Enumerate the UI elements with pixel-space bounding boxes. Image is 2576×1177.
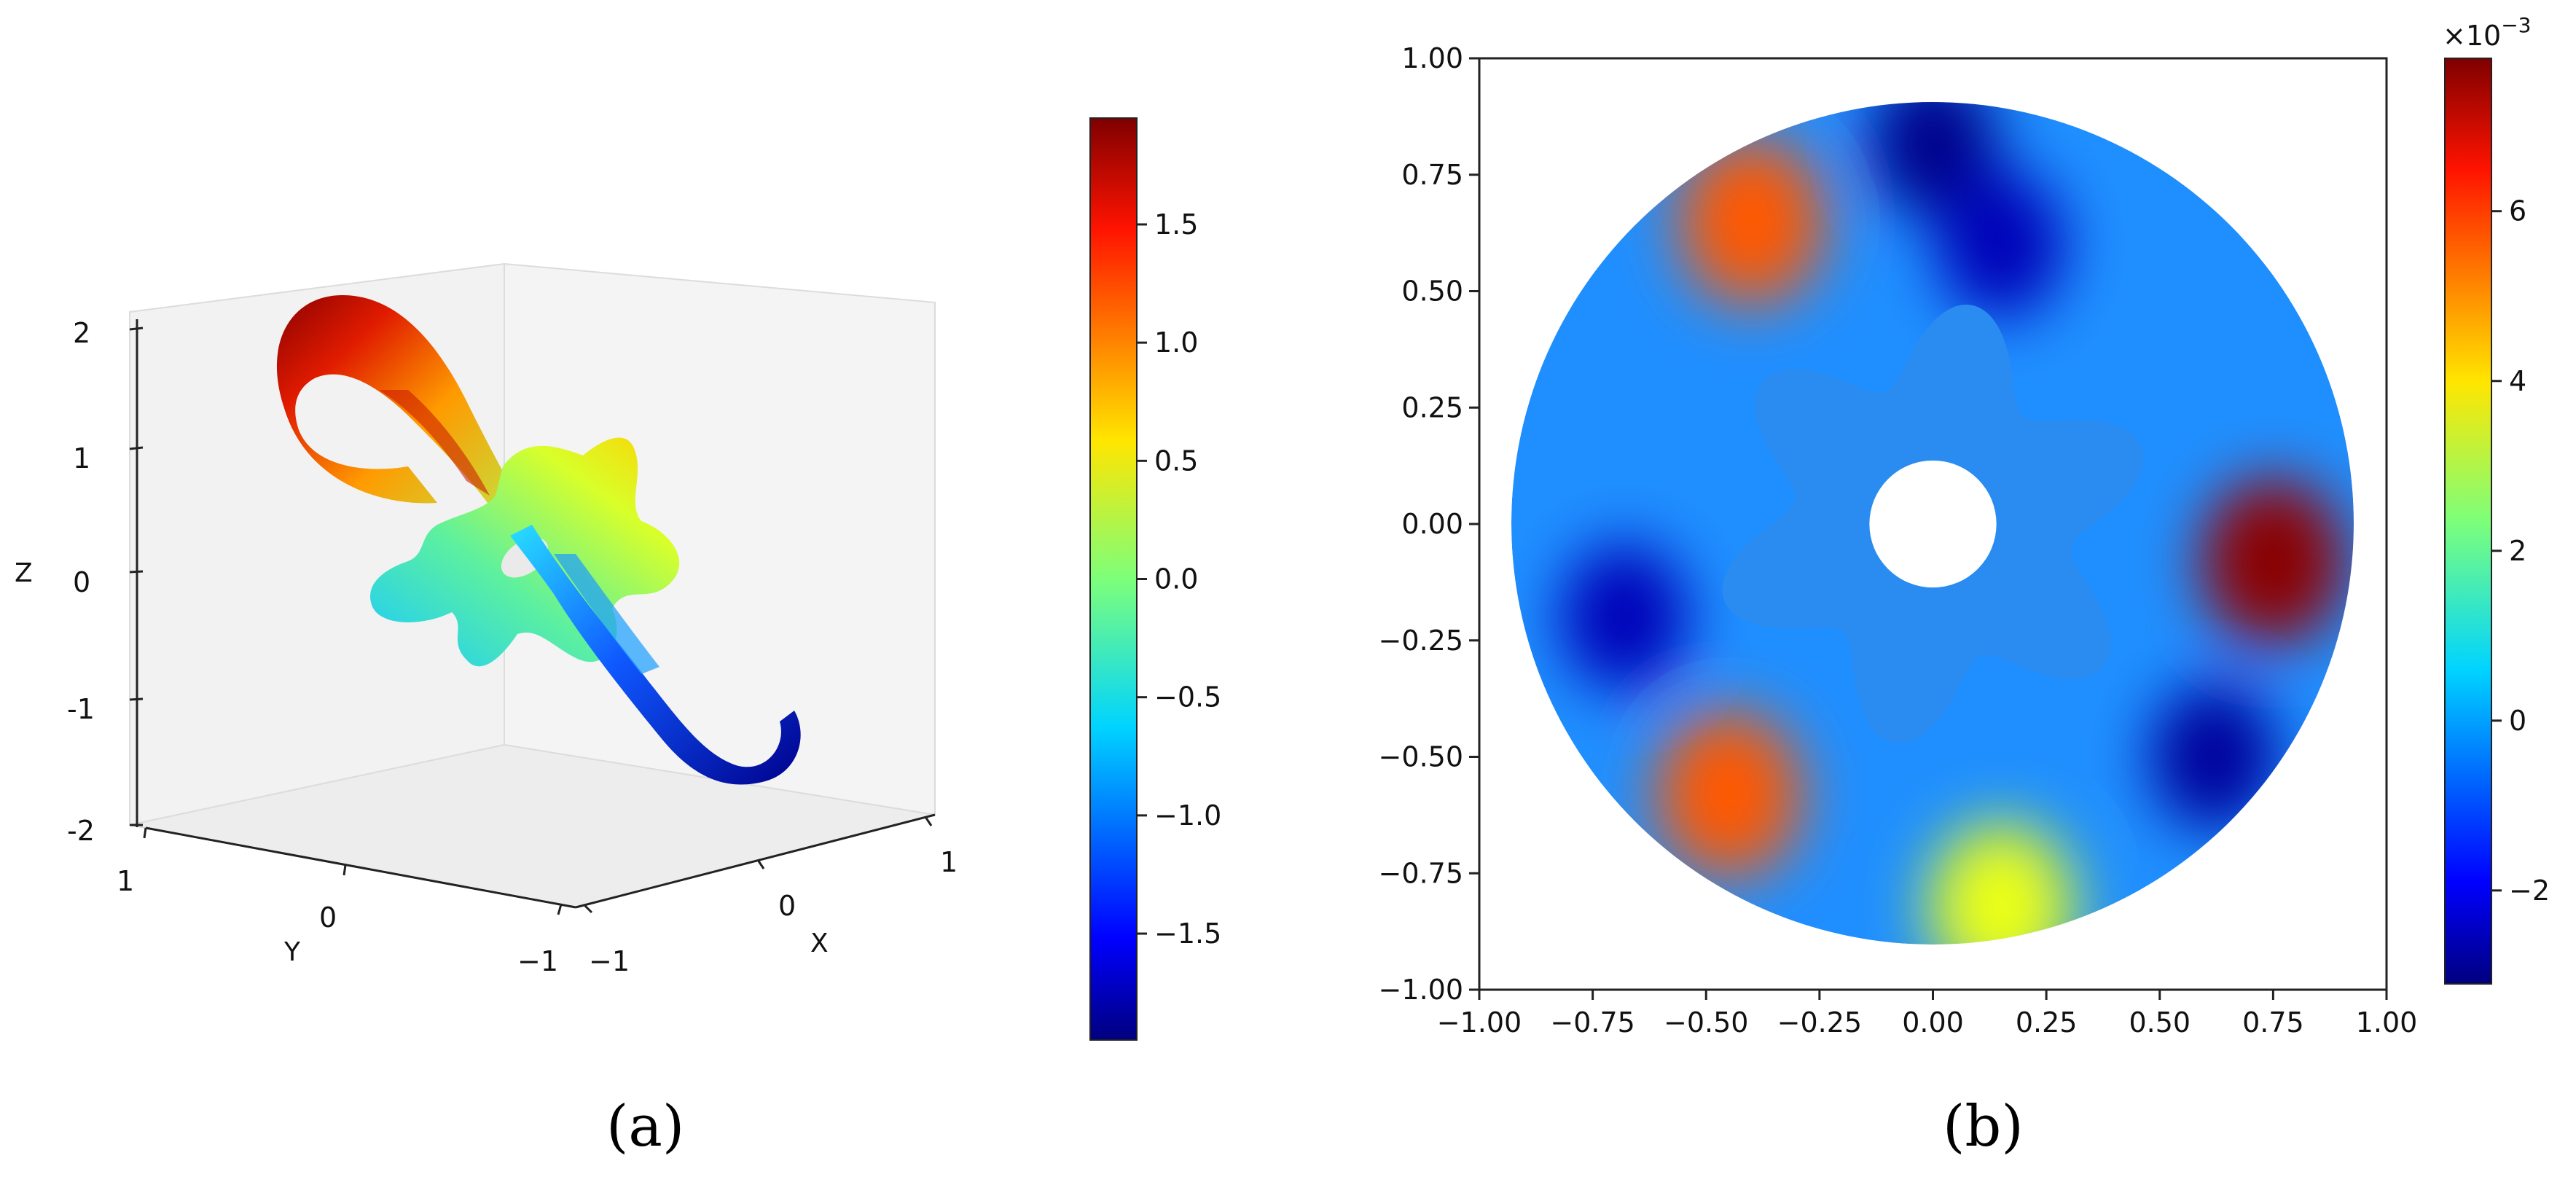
y-ticks [143, 827, 563, 915]
z-ticks [129, 326, 144, 826]
hotspot [1937, 171, 2065, 318]
colorbar-a-ticks: 1.5 1.0 0.5 0.0 −0.5 −1.0 −1.5 [1137, 208, 1221, 950]
x-tick-label-b: 0.25 [2016, 1006, 2078, 1039]
caption-a: (a) [606, 1094, 684, 1160]
colorbar-b-tick-label: 2 [2509, 535, 2526, 567]
hotspot-core [2236, 510, 2310, 612]
x-tick-label-b: 0.75 [2242, 1006, 2304, 1039]
colorbar-a-tick-label: −1.5 [1154, 918, 1221, 950]
y-tick-label-b: 0.50 [1401, 275, 1463, 308]
x-tick-label: −1 [589, 945, 630, 977]
y-tick-label-b: 0.00 [1401, 508, 1463, 540]
z-tick-label: 2 [73, 317, 90, 349]
z-tick-label: 0 [73, 566, 90, 598]
colorbar-a-tick-label: −0.5 [1154, 681, 1221, 713]
colorbar-b-tick-label: 6 [2509, 195, 2526, 227]
z-tick-label: -2 [67, 815, 95, 847]
x-axis-label: X [810, 928, 829, 958]
y-axis-label: Y [283, 937, 301, 967]
y-tick-label-b: −0.25 [1379, 625, 1463, 657]
surface-upper-inner-fold [379, 390, 490, 496]
y-tick-label-b: −0.75 [1379, 857, 1463, 889]
inner-hole [1869, 460, 1997, 588]
colorbar-b-tick-label: 4 [2509, 365, 2526, 397]
z-tick-label: 1 [73, 442, 90, 474]
hotspot [2150, 684, 2278, 830]
surface-lower-ribbon [510, 525, 801, 785]
z-tick-label: -1 [67, 693, 95, 725]
colorbar-a-tick-label: 1.5 [1154, 208, 1198, 241]
y-tick-label: 0 [319, 902, 337, 934]
colorbar-b-tick-label: 0 [2509, 705, 2526, 737]
x-tick-label-b: 1.00 [2356, 1006, 2418, 1039]
x-tick-label-b: 0.00 [1902, 1006, 1964, 1039]
y-tick-label-b: −0.50 [1379, 741, 1463, 773]
x-tick-label-b: −0.75 [1550, 1006, 1635, 1039]
y-tick-label: 1 [117, 865, 134, 897]
y-tick-label: −1 [517, 945, 558, 977]
colorbar-a-tick-label: 0.0 [1154, 563, 1198, 595]
hotspot [1561, 544, 1688, 691]
hotspot [1656, 711, 1801, 878]
x-tick-label: 1 [940, 846, 958, 878]
colorbar-a [1089, 117, 1138, 1041]
hotspot [1869, 102, 1997, 216]
colorbar-a-tick-label: 1.0 [1154, 326, 1198, 359]
x-tick-label: 0 [778, 890, 796, 922]
x-axis-ticks-b: −1.00 −0.75 −0.50 −0.25 0.00 0.25 0.50 0.75 1.00 [1437, 990, 2418, 1039]
hotspot [1678, 138, 1825, 305]
z-axis-label: Z [15, 558, 33, 588]
y-axis-ticks-b: 1.00 0.75 0.50 0.25 0.00 −0.25 −0.50 −0.75 −1.00 [1379, 42, 1479, 1006]
y-tick-label-b: 0.25 [1401, 391, 1463, 423]
x-tick-label-b: −0.25 [1777, 1006, 1862, 1039]
y-tick-label-b: 1.00 [1401, 42, 1463, 74]
colorbar-a-tick-label: 0.5 [1154, 445, 1198, 477]
y-tick-label-b: 0.75 [1401, 159, 1463, 191]
colorbar-b-tick-label: −2 [2509, 875, 2550, 907]
x-tick-label-b: −0.50 [1664, 1006, 1748, 1039]
hotspot [1928, 822, 2074, 945]
x-ticks [583, 816, 933, 914]
colorbar-b [2444, 58, 2492, 985]
y-axis-line [145, 826, 576, 909]
x-tick-label-b: −1.00 [1437, 1006, 1522, 1039]
surface-lower-inner-fold [554, 554, 659, 674]
caption-b: (b) [1943, 1094, 2024, 1160]
panel-a: 2 1 0 -1 -2 Z 1 0 −1 Y −1 0 1 X [15, 117, 1221, 1041]
colorbar-b-multiplier: ×10−3 [2443, 13, 2531, 52]
y-tick-label-b: −1.00 [1379, 974, 1463, 1006]
x-tick-label-b: 0.50 [2129, 1006, 2191, 1039]
colorbar-b-exponent: −3 [2501, 13, 2531, 37]
colorbar-a-tick-label: −1.0 [1154, 799, 1221, 832]
panel-b: −1.00 −0.75 −0.50 −0.25 0.00 0.25 0.50 0.75 1.00… [1379, 13, 2550, 1039]
x-axis-line [575, 813, 936, 909]
colorbar-b-ticks: 6 4 2 0 −2 [2491, 195, 2550, 907]
